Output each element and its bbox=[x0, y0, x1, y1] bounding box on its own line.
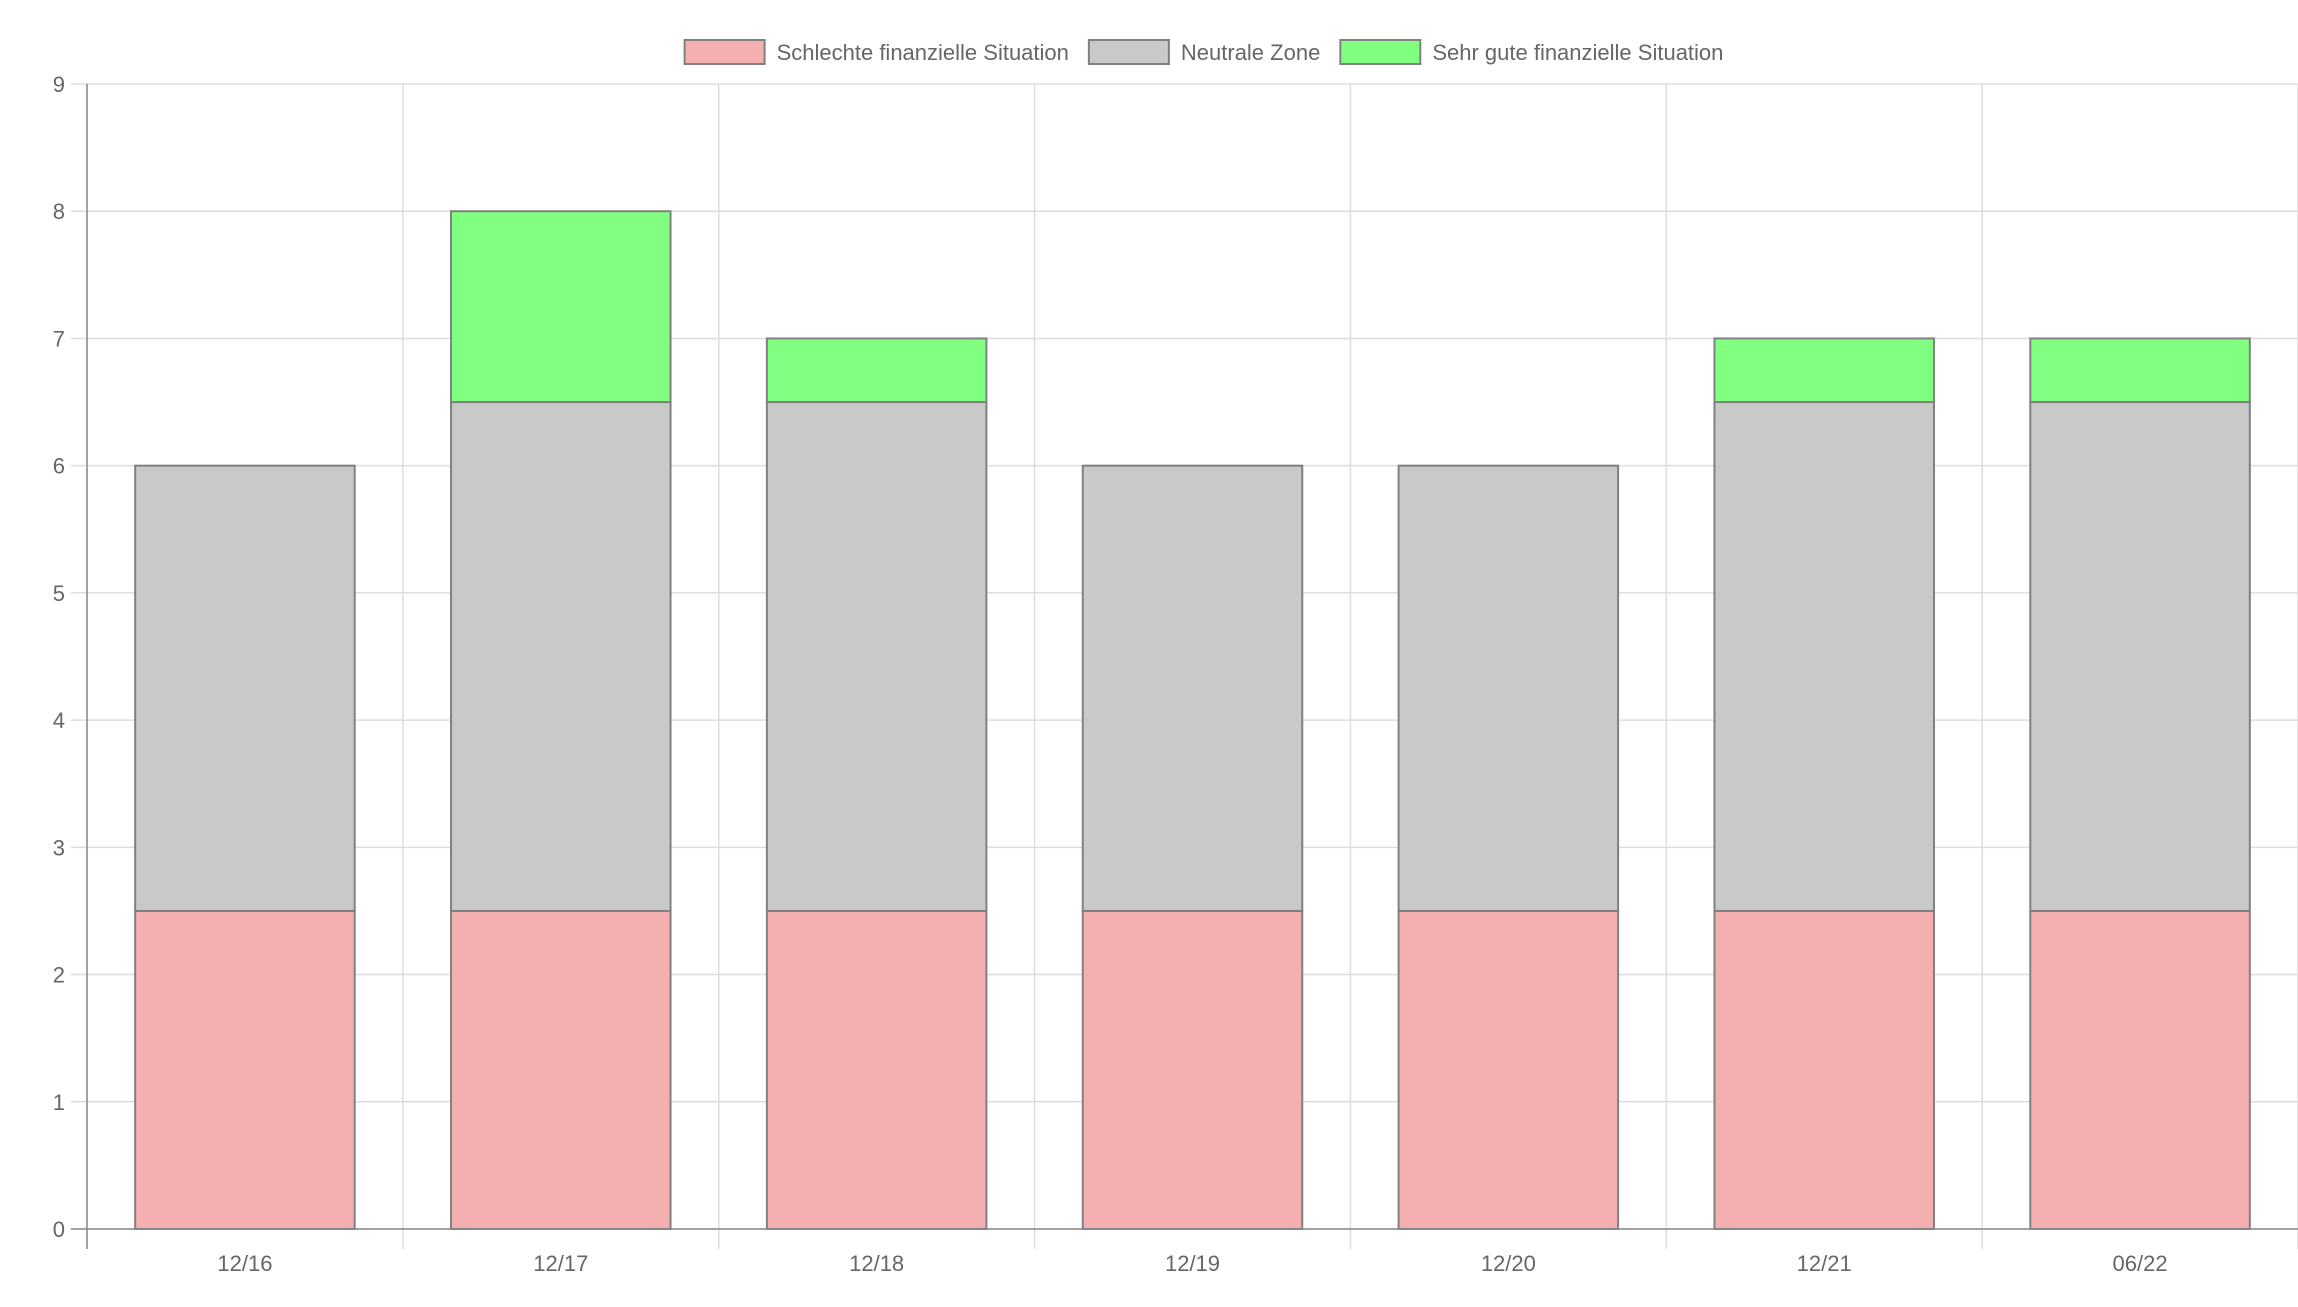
x-tick-label: 12/18 bbox=[849, 1251, 904, 1276]
bar-segment-series-2-12-17[interactable] bbox=[450, 210, 672, 404]
y-tick-label: 1 bbox=[53, 1090, 65, 1115]
legend-swatch[interactable] bbox=[1087, 39, 1170, 65]
y-tick-label: 7 bbox=[53, 326, 65, 351]
legend-label[interactable]: Neutrale Zone bbox=[1181, 40, 1320, 65]
x-tick-label: 06/22 bbox=[2113, 1251, 2168, 1276]
bar-segment-series-1-12-18[interactable] bbox=[765, 401, 988, 912]
bar-segment-series-1-12-19[interactable] bbox=[1081, 464, 1304, 912]
bar-segment-series-0-12-17[interactable] bbox=[450, 909, 672, 1230]
y-tick-label: 0 bbox=[53, 1217, 65, 1242]
bar-segment-series-2-12-21[interactable] bbox=[1713, 337, 1935, 404]
bar-segment-series-0-12-18[interactable] bbox=[765, 909, 988, 1230]
bar-segment-series-0-06-22[interactable] bbox=[2029, 909, 2251, 1230]
bar-segment-series-1-12-17[interactable] bbox=[450, 401, 672, 912]
x-tick-label: 12/20 bbox=[1481, 1251, 1536, 1276]
bar-segment-series-0-12-21[interactable] bbox=[1713, 909, 1935, 1230]
y-tick-label: 4 bbox=[53, 708, 65, 733]
y-tick-label: 5 bbox=[53, 581, 65, 606]
x-tick-label: 12/17 bbox=[533, 1251, 588, 1276]
bar-segment-series-1-06-22[interactable] bbox=[2029, 401, 2251, 912]
legend-swatch[interactable] bbox=[1339, 39, 1422, 65]
bar-segment-series-1-12-21[interactable] bbox=[1713, 401, 1935, 912]
x-tick-label: 12/19 bbox=[1165, 1251, 1220, 1276]
bar-segment-series-1-12-20[interactable] bbox=[1397, 464, 1620, 912]
y-tick-label: 8 bbox=[53, 199, 65, 224]
x-tick-label: 12/21 bbox=[1797, 1251, 1852, 1276]
y-tick-label: 3 bbox=[53, 835, 65, 860]
legend-label[interactable]: Sehr gute finanzielle Situation bbox=[1432, 40, 1723, 65]
bar-segment-series-1-12-16[interactable] bbox=[134, 464, 356, 912]
y-tick-label: 6 bbox=[53, 454, 65, 479]
legend: Schlechte finanzielle Situation Neutrale … bbox=[683, 39, 1723, 65]
bar-segment-series-0-12-20[interactable] bbox=[1397, 909, 1620, 1230]
bar-segment-series-2-12-18[interactable] bbox=[765, 337, 988, 404]
y-tick-label: 2 bbox=[53, 963, 65, 988]
bar-segment-series-0-12-19[interactable] bbox=[1081, 909, 1304, 1230]
legend-label[interactable]: Schlechte finanzielle Situation bbox=[777, 40, 1069, 65]
x-tick-label: 12/16 bbox=[217, 1251, 272, 1276]
bars bbox=[134, 210, 2251, 1230]
bar-segment-series-0-12-16[interactable] bbox=[134, 909, 356, 1230]
bar-segment-series-2-06-22[interactable] bbox=[2029, 337, 2251, 404]
legend-swatch[interactable] bbox=[683, 39, 766, 65]
y-tick-label: 9 bbox=[53, 72, 65, 97]
axes: 0 1 2 3 4 5 6 7 8 9 12/16 12/17 12/18 12/19 12/20 12/21… bbox=[53, 72, 2298, 1276]
